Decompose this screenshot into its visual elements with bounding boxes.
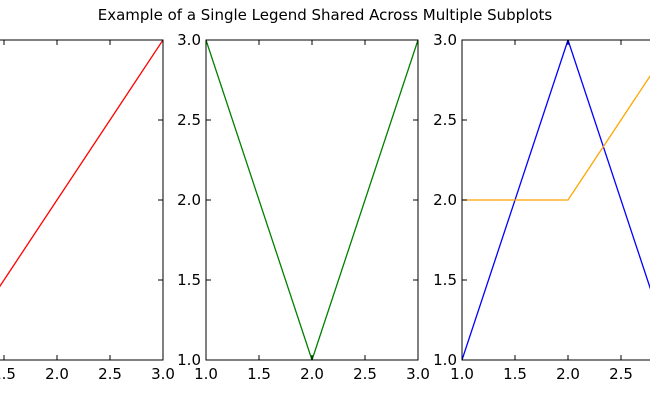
- series-line-1: [0, 40, 163, 288]
- x-tick-label: 2.5: [98, 365, 122, 383]
- y-tick-label: 2.0: [177, 191, 201, 209]
- x-tick-label: 2.0: [45, 365, 69, 383]
- x-tick-label: 3.0: [406, 365, 430, 383]
- subplot-2: 1.0 1.5 2.0 2.5 3.0 1.0 1.5 2.0 2.5 3.0: [177, 31, 430, 383]
- suptitle: Example of a Single Legend Shared Across…: [98, 6, 553, 24]
- y-tick-label: 3.0: [433, 31, 457, 49]
- y-tick-label: 1.5: [433, 271, 457, 289]
- y-tick-label: 1.0: [433, 351, 457, 369]
- x-tick-label: 1.0: [450, 365, 474, 383]
- axes-frame: [0, 39, 164, 361]
- x-tick-label: 1.0: [194, 365, 218, 383]
- y-tick-label: 2.0: [433, 191, 457, 209]
- series-line-1: [462, 40, 650, 360]
- y-tick-label: 3.0: [177, 31, 201, 49]
- axes-frame: [205, 39, 419, 361]
- y-tick-label: 1.5: [177, 271, 201, 289]
- x-tick-label: 2.5: [353, 365, 377, 383]
- x-tick-label: 2.0: [556, 365, 580, 383]
- x-tick-label: 1.5: [503, 365, 527, 383]
- subplot-1: 1.01.52.02.53.01.01.52.02.53.0: [0, 39, 175, 383]
- subplots: 1.01.52.02.53.01.01.52.02.53.01.01.52.02…: [0, 31, 650, 383]
- series-line-2: [462, 75, 650, 201]
- y-tick-label: 2.5: [433, 111, 457, 129]
- series-line-1: [206, 40, 418, 360]
- x-tick-label: 1.5: [0, 365, 16, 383]
- x-tick-label: 2.0: [300, 365, 324, 383]
- x-tick-label: 1.5: [247, 365, 271, 383]
- y-tick-label: 2.5: [177, 111, 201, 129]
- y-tick-label: 1.0: [177, 351, 201, 369]
- subplot-3: 1.01.52.02.53.01.01.52.02.53.0: [433, 31, 650, 383]
- x-tick-label: 2.5: [609, 365, 633, 383]
- x-tick-label: 3.0: [151, 365, 175, 383]
